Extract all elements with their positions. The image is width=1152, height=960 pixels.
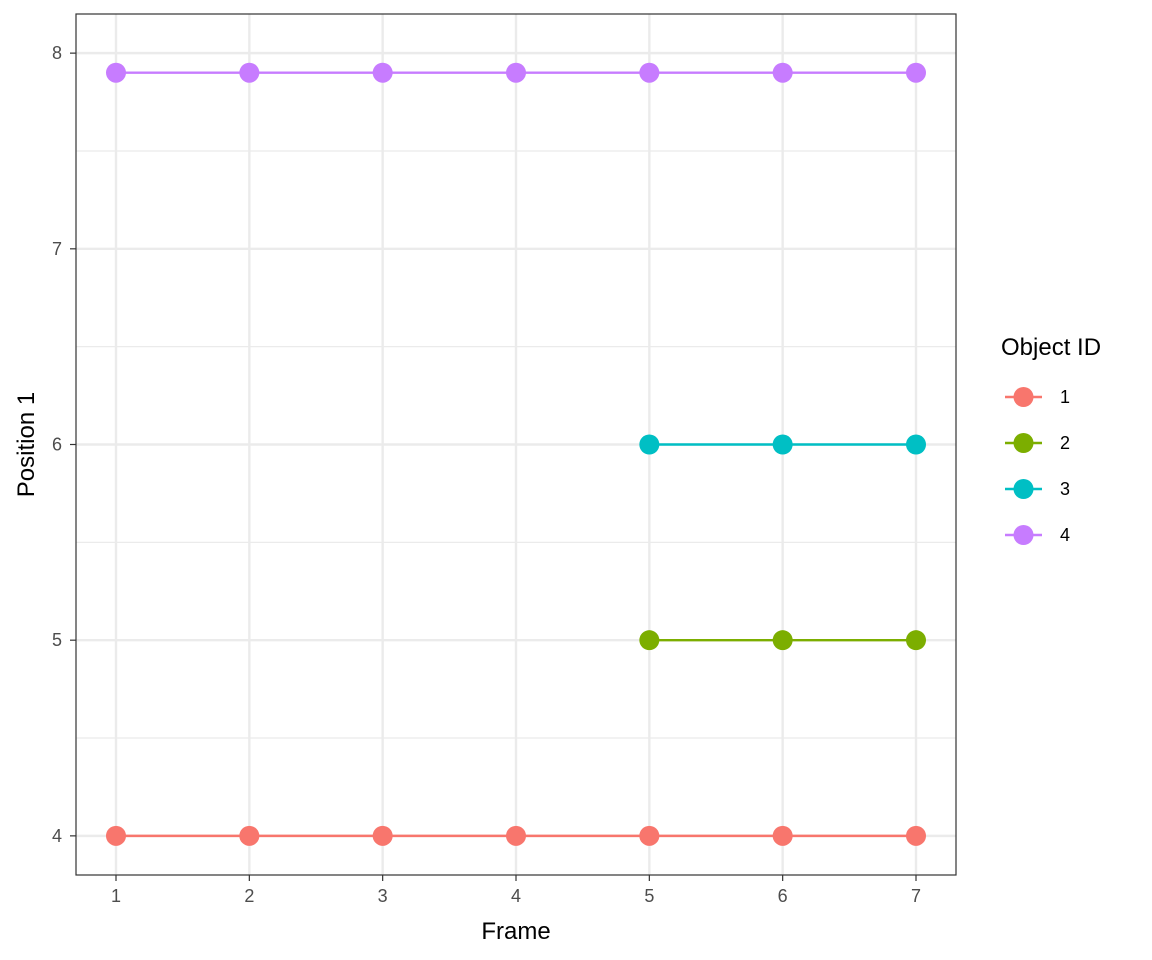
x-tick-label: 6 [778, 886, 788, 906]
data-point [639, 825, 660, 846]
data-point [906, 825, 926, 846]
data-point [372, 62, 393, 83]
data-point [906, 62, 926, 83]
data-point [772, 825, 793, 846]
data-point [239, 825, 260, 846]
legend-label: 2 [1060, 433, 1070, 453]
x-tick-label: 2 [244, 886, 254, 906]
data-point [639, 434, 660, 455]
axes: 1 2 3 4 5 6 7 4 5 6 7 8 [52, 43, 921, 906]
x-tick-label: 1 [111, 886, 121, 906]
data-point [106, 62, 126, 83]
legend-items: 1 2 3 4 [1005, 387, 1070, 545]
series-layer [106, 62, 926, 846]
legend-item: 2 [1005, 433, 1070, 453]
data-point [239, 62, 260, 83]
y-axis-title: Position 1 [13, 392, 40, 497]
data-point [639, 62, 660, 83]
data-point [106, 825, 126, 846]
data-point [506, 62, 526, 83]
series-3 [639, 434, 926, 455]
data-point [906, 434, 926, 455]
data-point [772, 630, 793, 651]
legend-label: 1 [1060, 387, 1070, 407]
x-tick-label: 4 [511, 886, 521, 906]
y-tick-label: 5 [52, 630, 62, 650]
legend-item: 1 [1005, 387, 1070, 407]
x-tick-label: 7 [911, 886, 921, 906]
legend-item: 3 [1005, 479, 1070, 499]
series-2 [639, 630, 926, 651]
legend-title: Object ID [1001, 334, 1101, 361]
data-point [506, 825, 526, 846]
legend-key-point [1013, 479, 1034, 499]
legend-key-point [1013, 387, 1034, 407]
series-1 [106, 825, 926, 846]
x-tick-label: 3 [378, 886, 388, 906]
legend: Object ID 1 2 3 4 [1001, 334, 1101, 545]
legend-key-point [1013, 433, 1034, 453]
y-tick-label: 7 [52, 239, 62, 259]
data-point [906, 630, 926, 651]
x-axis-title: Frame [481, 918, 550, 945]
x-tick-label: 5 [644, 886, 654, 906]
y-tick-label: 8 [52, 43, 62, 63]
data-point [372, 825, 393, 846]
series-4 [106, 62, 926, 83]
data-point [639, 630, 660, 651]
data-point [772, 62, 793, 83]
legend-label: 3 [1060, 479, 1070, 499]
legend-item: 4 [1005, 525, 1070, 545]
data-point [772, 434, 793, 455]
y-tick-label: 4 [52, 826, 62, 846]
legend-key-point [1013, 525, 1034, 545]
legend-label: 4 [1060, 525, 1070, 545]
y-tick-label: 6 [52, 435, 62, 455]
